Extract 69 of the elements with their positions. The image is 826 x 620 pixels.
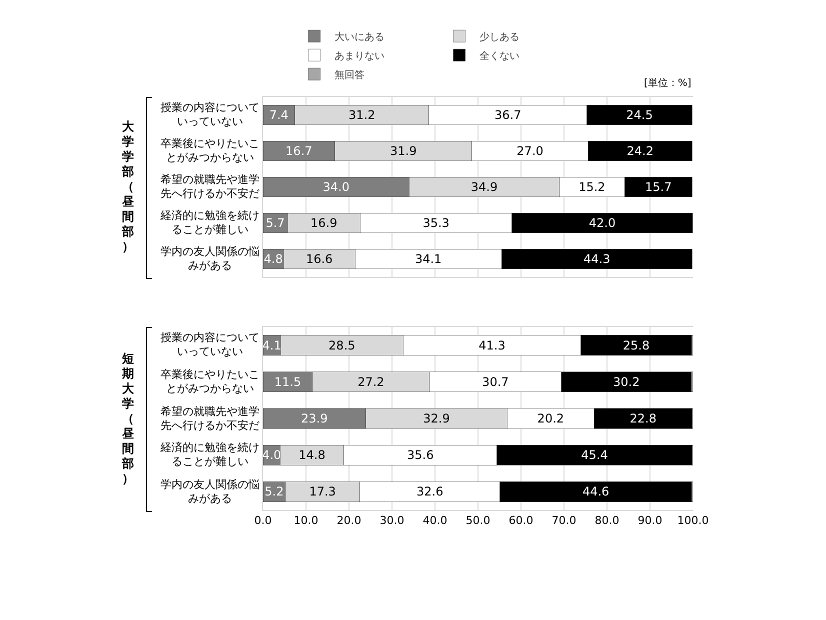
data-label: 16.7: [286, 144, 312, 158]
data-label: 14.8: [298, 448, 326, 462]
y-tick-label: 希望の就職先や進学先へ行けるか不安だ: [160, 404, 260, 432]
x-tick-label: 80.0: [594, 514, 620, 528]
data-label: 15.7: [645, 180, 672, 194]
y-tick-label: 卒業後にやりたいことがみつからない: [160, 137, 260, 165]
data-label: 15.2: [578, 180, 606, 194]
data-label: 7.4: [269, 108, 288, 122]
chart-title: 大学学部（昼間部）: [122, 120, 134, 254]
data-label: 31.9: [390, 144, 417, 158]
data-label: 32.6: [416, 484, 444, 499]
data-label: 17.3: [309, 484, 336, 499]
data-label: 44.3: [584, 252, 610, 266]
data-label: 32.9: [423, 412, 450, 426]
data-label: 22.8: [630, 412, 656, 426]
y-tick-label: 希望の就職先や進学先へ行けるか不安だ: [160, 173, 260, 201]
legend-label: 少しある: [479, 31, 520, 43]
x-tick-label: 100.0: [677, 514, 709, 528]
x-tick-label: 30.0: [380, 514, 404, 528]
data-label: 36.7: [494, 108, 522, 122]
x-tick-label: 70.0: [552, 514, 576, 528]
data-label: 27.2: [358, 374, 384, 389]
y-tick-label: 経済的に勉強を続けることが難しい: [160, 441, 260, 470]
y-tick-label: 経済的に勉強を続けることが難しい: [160, 209, 260, 237]
data-label: 34.0: [322, 180, 350, 194]
text: [単位：%]: [644, 77, 692, 89]
data-label: 4.1: [262, 338, 282, 352]
data-label: 35.6: [407, 448, 434, 462]
x-tick-label: 60.0: [508, 514, 534, 528]
x-tick-label: 0.0: [254, 514, 272, 528]
x-tick-label: 20.0: [336, 514, 362, 528]
y-tick-label: 授業の内容についていっていない: [160, 101, 260, 129]
y-tick-label: 授業の内容についていっていない: [160, 331, 260, 360]
data-label: 27.0: [516, 144, 544, 158]
data-label: 23.9: [301, 412, 328, 426]
data-label: 41.3: [478, 338, 506, 352]
data-label: 34.1: [414, 252, 442, 266]
data-label: 42.0: [588, 216, 616, 230]
data-label: 34.9: [470, 180, 498, 194]
data-label: 30.7: [482, 374, 509, 389]
x-tick-label: 40.0: [422, 514, 448, 528]
y-tick-label: 学内の友人関係の悩みがある: [160, 478, 260, 506]
y-tick-label: 卒業後にやりたいことがみつからない: [160, 368, 260, 396]
data-label: 4.8: [264, 252, 283, 266]
data-label: 45.4: [581, 448, 608, 462]
data-label: 20.2: [537, 412, 564, 426]
data-label: 30.2: [612, 374, 640, 389]
data-label: 24.5: [626, 108, 653, 122]
x-tick-label: 90.0: [638, 514, 662, 528]
data-label: 16.6: [306, 252, 333, 266]
legend-label: 大いにある: [334, 31, 384, 43]
data-label: 44.6: [582, 484, 610, 499]
data-label: 5.7: [266, 216, 285, 230]
x-tick-label: 10.0: [294, 514, 318, 528]
chart-title: 短期大学（昼間部）: [122, 351, 134, 485]
data-label: 5.2: [264, 484, 284, 499]
legend-label: 無回答: [334, 69, 364, 81]
x-tick-label: 50.0: [466, 514, 490, 528]
data-label: 35.3: [422, 216, 450, 230]
data-label: 24.2: [626, 144, 654, 158]
data-label: 28.5: [328, 338, 356, 352]
legend-label: 全くない: [479, 50, 520, 62]
data-label: 4.0: [262, 448, 282, 462]
data-label: 16.9: [310, 216, 338, 230]
legend-label: あまりない: [334, 51, 384, 62]
y-tick-label: 学内の友人関係の悩みがある: [160, 245, 260, 273]
data-label: 11.5: [274, 374, 302, 389]
data-label: 31.2: [348, 108, 376, 122]
data-label: 25.8: [622, 338, 650, 352]
